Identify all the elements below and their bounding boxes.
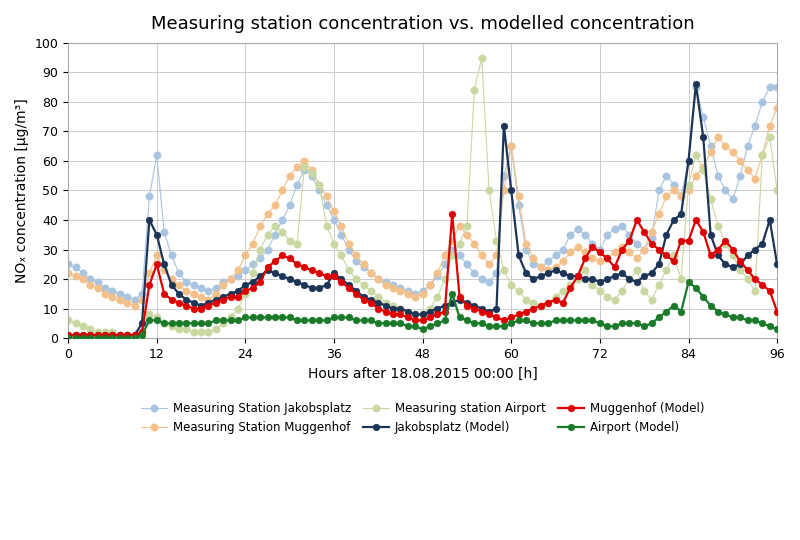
Muggenhof (Model) bbox=[86, 332, 95, 339]
Measuring Station Muggenhof bbox=[426, 282, 435, 288]
Measuring Station Muggenhof bbox=[477, 252, 486, 259]
Muggenhof (Model) bbox=[477, 308, 486, 315]
Jakobsplatz (Model) bbox=[610, 273, 619, 279]
Jakobsplatz (Model) bbox=[115, 332, 125, 339]
Measuring station Airport bbox=[477, 55, 486, 61]
Measuring station Airport bbox=[86, 326, 95, 333]
Muggenhof (Model) bbox=[63, 332, 73, 339]
Measuring Station Jakobsplatz bbox=[130, 296, 139, 303]
Measuring Station Jakobsplatz bbox=[115, 291, 125, 297]
Line: Measuring Station Jakobsplatz: Measuring Station Jakobsplatz bbox=[64, 83, 781, 303]
Measuring Station Muggenhof bbox=[255, 222, 265, 229]
Measuring station Airport bbox=[115, 332, 125, 339]
Measuring Station Jakobsplatz bbox=[63, 261, 73, 267]
Line: Airport (Model): Airport (Model) bbox=[65, 279, 781, 342]
Measuring Station Muggenhof bbox=[618, 244, 627, 250]
Muggenhof (Model) bbox=[772, 308, 782, 315]
Airport (Model) bbox=[418, 326, 427, 333]
Measuring station Airport bbox=[63, 317, 73, 323]
Muggenhof (Model) bbox=[418, 317, 427, 323]
Measuring Station Jakobsplatz bbox=[618, 222, 627, 229]
Measuring station Airport bbox=[484, 187, 494, 194]
Measuring station Airport bbox=[772, 187, 782, 194]
Legend: Measuring Station Jakobsplatz, Measuring Station Muggenhof, Measuring station Ai: Measuring Station Jakobsplatz, Measuring… bbox=[137, 397, 709, 438]
Measuring Station Muggenhof bbox=[115, 296, 125, 303]
Measuring Station Muggenhof bbox=[130, 302, 139, 309]
Measuring Station Muggenhof bbox=[772, 105, 782, 111]
Muggenhof (Model) bbox=[115, 332, 125, 339]
Measuring station Airport bbox=[426, 305, 435, 312]
Measuring Station Muggenhof bbox=[63, 270, 73, 276]
Line: Measuring Station Muggenhof: Measuring Station Muggenhof bbox=[64, 104, 781, 309]
Line: Measuring station Airport: Measuring station Airport bbox=[64, 54, 781, 339]
Airport (Model) bbox=[115, 335, 125, 341]
Measuring station Airport bbox=[122, 332, 132, 339]
Measuring Station Muggenhof bbox=[86, 282, 95, 288]
Airport (Model) bbox=[470, 320, 479, 327]
Airport (Model) bbox=[248, 314, 258, 321]
Measuring Station Jakobsplatz bbox=[255, 255, 265, 262]
Jakobsplatz (Model) bbox=[691, 81, 701, 87]
Jakobsplatz (Model) bbox=[772, 261, 782, 267]
X-axis label: Hours after 18.08.2015 00:00 [h]: Hours after 18.08.2015 00:00 [h] bbox=[308, 366, 538, 380]
Muggenhof (Model) bbox=[447, 211, 457, 218]
Measuring Station Jakobsplatz bbox=[477, 276, 486, 282]
Airport (Model) bbox=[63, 335, 73, 341]
Title: Measuring station concentration vs. modelled concentration: Measuring station concentration vs. mode… bbox=[151, 15, 694, 33]
Measuring Station Jakobsplatz bbox=[426, 282, 435, 288]
Line: Jakobsplatz (Model): Jakobsplatz (Model) bbox=[65, 81, 781, 339]
Jakobsplatz (Model) bbox=[248, 279, 258, 285]
Muggenhof (Model) bbox=[618, 246, 627, 253]
Airport (Model) bbox=[684, 279, 694, 285]
Airport (Model) bbox=[86, 335, 95, 341]
Jakobsplatz (Model) bbox=[86, 332, 95, 339]
Airport (Model) bbox=[772, 326, 782, 333]
Y-axis label: NOₓ concentration [µg/m³]: NOₓ concentration [µg/m³] bbox=[15, 98, 29, 283]
Measuring station Airport bbox=[255, 246, 265, 253]
Measuring Station Jakobsplatz bbox=[86, 276, 95, 282]
Jakobsplatz (Model) bbox=[418, 311, 427, 318]
Airport (Model) bbox=[610, 323, 619, 329]
Measuring Station Jakobsplatz bbox=[772, 84, 782, 90]
Measuring Station Jakobsplatz bbox=[691, 84, 701, 90]
Jakobsplatz (Model) bbox=[63, 332, 73, 339]
Jakobsplatz (Model) bbox=[470, 302, 479, 309]
Line: Muggenhof (Model): Muggenhof (Model) bbox=[65, 211, 781, 339]
Measuring station Airport bbox=[625, 276, 634, 282]
Muggenhof (Model) bbox=[248, 285, 258, 291]
